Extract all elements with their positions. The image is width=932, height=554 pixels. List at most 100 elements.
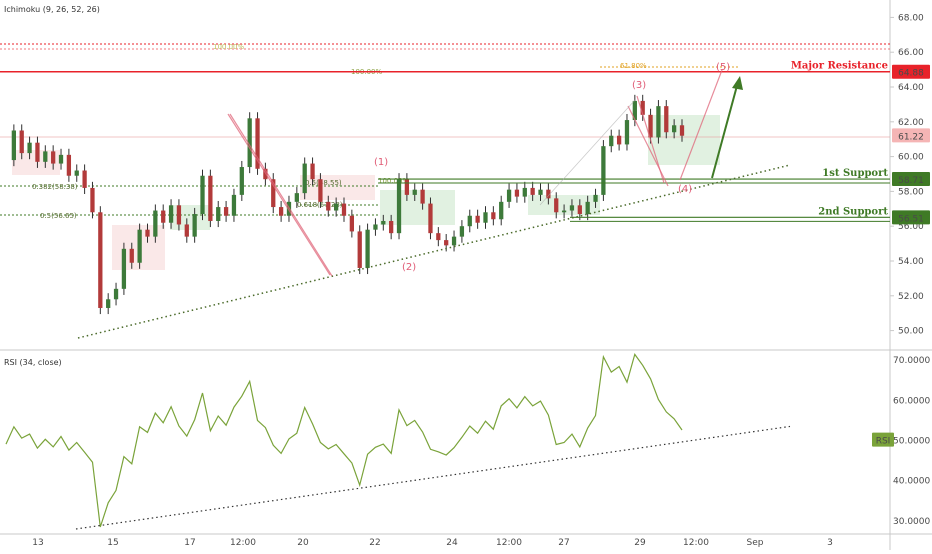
x-tick-label: 12:00 bbox=[230, 538, 256, 548]
candle-body bbox=[522, 187, 527, 197]
candle-body bbox=[168, 205, 174, 223]
candle-body bbox=[216, 207, 221, 221]
candle-body bbox=[302, 163, 307, 194]
fib-label: 0.382(58.38) bbox=[32, 183, 78, 191]
fib-label: 0.5(58.55) bbox=[305, 179, 342, 187]
wave-label: (5) bbox=[716, 62, 730, 73]
candle-body bbox=[648, 114, 653, 138]
candle-body bbox=[404, 179, 410, 195]
x-tick-label: 12:00 bbox=[683, 538, 709, 548]
rsi-trendline bbox=[75, 425, 791, 530]
candle-body bbox=[326, 201, 331, 211]
candle-body bbox=[192, 214, 197, 237]
x-tick-label: 20 bbox=[297, 538, 309, 548]
candle-body bbox=[499, 201, 504, 220]
wave-arrow bbox=[679, 69, 723, 181]
candle-body bbox=[11, 130, 16, 161]
candle-body bbox=[601, 146, 606, 195]
candle-body bbox=[82, 170, 87, 188]
candle-body bbox=[428, 203, 433, 234]
projection-arrow-head bbox=[732, 76, 743, 90]
candle-body bbox=[585, 201, 590, 215]
candle-body bbox=[656, 106, 661, 138]
x-tick-label: 15 bbox=[107, 538, 118, 548]
candle-body bbox=[145, 229, 150, 237]
x-tick-label: 24 bbox=[446, 538, 458, 548]
rsi-header: RSI (34, close) bbox=[4, 358, 62, 367]
fib-label: 100.00% bbox=[378, 177, 409, 185]
candle-body bbox=[58, 154, 64, 164]
candle-body bbox=[664, 106, 669, 133]
x-tick-label: 29 bbox=[634, 538, 646, 548]
candle-body bbox=[255, 118, 260, 169]
candle-body bbox=[184, 224, 189, 237]
candle-body bbox=[672, 125, 677, 133]
level-badge bbox=[892, 210, 930, 225]
level-label: Major Resistance bbox=[791, 61, 888, 72]
candle-body bbox=[640, 100, 645, 115]
y-tick-label: 50.00 bbox=[898, 327, 924, 337]
wave-label: (1) bbox=[374, 157, 388, 168]
candle-body bbox=[561, 210, 567, 213]
candle-body bbox=[593, 194, 598, 202]
candle-body bbox=[483, 212, 488, 223]
x-tick-label: 27 bbox=[558, 538, 569, 548]
indicator-header: Ichimoku (9, 26, 52, 26) bbox=[4, 5, 100, 14]
candle-body bbox=[444, 240, 449, 246]
candle-body bbox=[66, 154, 72, 176]
wave-arrow bbox=[229, 113, 333, 277]
x-tick-label: Sep bbox=[747, 538, 764, 548]
candle-body bbox=[43, 151, 48, 162]
y-tick-label: 62.00 bbox=[898, 118, 924, 128]
candle-body bbox=[389, 220, 394, 234]
candle-body bbox=[153, 210, 158, 237]
projection-line bbox=[539, 99, 636, 206]
candle-body bbox=[577, 205, 582, 215]
rsi-tick-label: 40.0000 bbox=[893, 477, 930, 487]
rsi-badge bbox=[872, 432, 894, 447]
rsi-badge-label: RSI bbox=[876, 437, 891, 447]
candle-body bbox=[373, 224, 378, 230]
candle-body bbox=[506, 189, 512, 202]
x-tick-label: 3 bbox=[827, 538, 833, 548]
candle-body bbox=[632, 100, 637, 121]
rsi-tick-label: 60.0000 bbox=[893, 396, 930, 406]
y-tick-label: 68.00 bbox=[898, 13, 924, 23]
level-badge-label: 64.88 bbox=[898, 69, 924, 79]
candle-body bbox=[381, 220, 386, 225]
candle-body bbox=[546, 189, 551, 199]
candle-body bbox=[239, 167, 244, 195]
rsi-tick-label: 30.0000 bbox=[893, 517, 930, 527]
candle-body bbox=[357, 231, 362, 268]
candle-body bbox=[609, 135, 614, 147]
wave-label: (3) bbox=[632, 80, 646, 91]
wave-label: (4) bbox=[678, 184, 692, 195]
candle-body bbox=[129, 248, 134, 263]
candle-body bbox=[35, 142, 40, 162]
candle-body bbox=[51, 151, 56, 164]
candle-body bbox=[554, 198, 559, 213]
level-badge bbox=[892, 172, 930, 187]
candle-body bbox=[27, 142, 32, 154]
candle-body bbox=[467, 215, 472, 227]
level-label: 1st Support bbox=[822, 168, 888, 179]
candle-body bbox=[106, 299, 111, 308]
candle-body bbox=[247, 118, 252, 168]
x-tick-label: 13 bbox=[32, 538, 43, 548]
candle-body bbox=[624, 120, 630, 145]
candle-body bbox=[113, 288, 119, 300]
level-badge-label: 58.71 bbox=[898, 176, 924, 186]
x-tick-label: 17 bbox=[184, 538, 195, 548]
candle-body bbox=[271, 179, 276, 208]
candle-body bbox=[679, 125, 685, 136]
candle-body bbox=[616, 135, 622, 145]
candle-body bbox=[349, 215, 354, 232]
y-tick-label: 64.00 bbox=[898, 83, 924, 93]
candle-body bbox=[294, 193, 299, 202]
candle-body bbox=[208, 175, 213, 221]
ichimoku-cloud bbox=[380, 190, 455, 225]
candle-body bbox=[530, 187, 535, 195]
